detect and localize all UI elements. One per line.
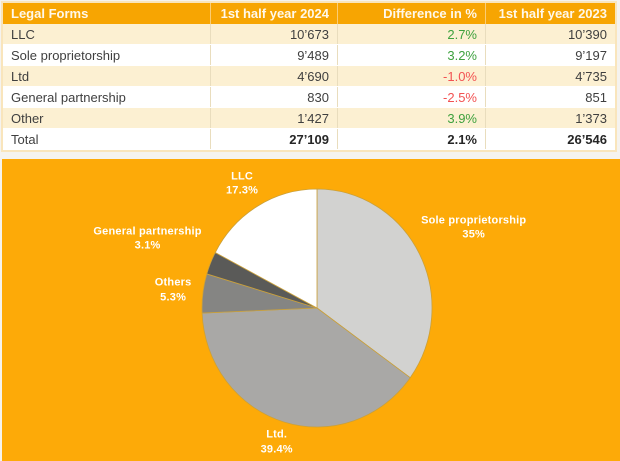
pie-label-percent: 39.4% [260, 443, 293, 456]
column-header-2023: 1st half year 2023 [498, 6, 607, 21]
cell-legal-form: LLC [3, 24, 211, 44]
pie-label-name: Ltd. [266, 428, 288, 441]
table-row: General partnership 830 -2.5% 851 [3, 87, 615, 108]
cell-2023-value: 26’546 [567, 132, 607, 147]
pie-label-percent: 3.1% [134, 239, 161, 252]
pie-label-name: General partnership [93, 225, 202, 238]
cell-2023-value: 1’373 [575, 111, 607, 126]
pie-label-percent: 17.3% [225, 184, 259, 197]
cell-legal-form: Sole proprietorship [3, 45, 211, 65]
cell-difference: -1.0% [338, 66, 486, 86]
pie-label-llc: LLC 17.3% [226, 169, 258, 198]
table-row: Other 1’427 3.9% 1’373 [3, 108, 615, 129]
cell-2024-value: 1’427 [211, 108, 338, 128]
table-body: LLC 10’673 2.7% 10’390 Sole proprietorship 9’… [3, 24, 615, 150]
cell-difference: 2.7% [338, 24, 486, 44]
pie-chart-panel: Sole proprietorship 35% Ltd. 39.4% Others 5.3… [2, 159, 620, 461]
pie-label-ltd: Ltd. 39.4% [261, 428, 293, 457]
pie-label-name: Sole proprietorship [421, 214, 527, 227]
pie-label-percent: 5.3% [160, 291, 187, 304]
column-header-2024: 1st half year 2024 [211, 3, 338, 24]
cell-2024-value: 830 [211, 87, 338, 107]
legal-forms-table: Legal Forms 1st half year 2024 Differenc… [1, 1, 617, 152]
pie-label-general-partnership: General partnership 3.1% [93, 224, 201, 253]
cell-difference: 3.9% [338, 108, 486, 128]
table-row: Ltd 4’690 -1.0% 4’735 [3, 66, 615, 87]
table-row: Total 27’109 2.1% 26’546 [3, 129, 615, 150]
pie-chart [201, 188, 433, 428]
cell-2023-value: 10’390 [567, 27, 607, 42]
pie-label-sole-proprietorship: Sole proprietorship 35% [421, 213, 526, 242]
table-row: LLC 10’673 2.7% 10’390 [3, 24, 615, 45]
cell-difference: -2.5% [338, 87, 486, 107]
table-row: Sole proprietorship 9’489 3.2% 9’197 [3, 45, 615, 66]
cell-legal-form: Ltd [3, 66, 211, 86]
cell-2023-value: 9’197 [575, 48, 607, 63]
cell-legal-form: General partnership [3, 87, 211, 107]
pie-slice-ltd [201, 307, 411, 428]
cell-2023-value: 4’735 [575, 69, 607, 84]
table-header-row: Legal Forms 1st half year 2024 Differenc… [3, 3, 615, 24]
column-header-difference: Difference in % [338, 3, 486, 24]
cell-2024-value: 4’690 [211, 66, 338, 86]
cell-legal-form: Total [3, 129, 211, 149]
pie-label-name: Others [154, 276, 192, 289]
cell-legal-form: Other [3, 108, 211, 128]
pie-label-name: LLC [231, 170, 254, 183]
pie-label-others: Others 5.3% [155, 276, 192, 305]
cell-2024-value: 9’489 [211, 45, 338, 65]
cell-2024-value: 27’109 [211, 129, 338, 149]
cell-difference: 2.1% [338, 129, 486, 149]
pie-slice-llc [214, 188, 318, 309]
column-header-legal-forms: Legal Forms [3, 3, 211, 24]
pie-label-percent: 35% [462, 228, 486, 241]
cell-2024-value: 10’673 [211, 24, 338, 44]
cell-2023-value: 851 [585, 90, 607, 105]
cell-difference: 3.2% [338, 45, 486, 65]
pie-slice-sole-proprietorship [316, 188, 433, 379]
